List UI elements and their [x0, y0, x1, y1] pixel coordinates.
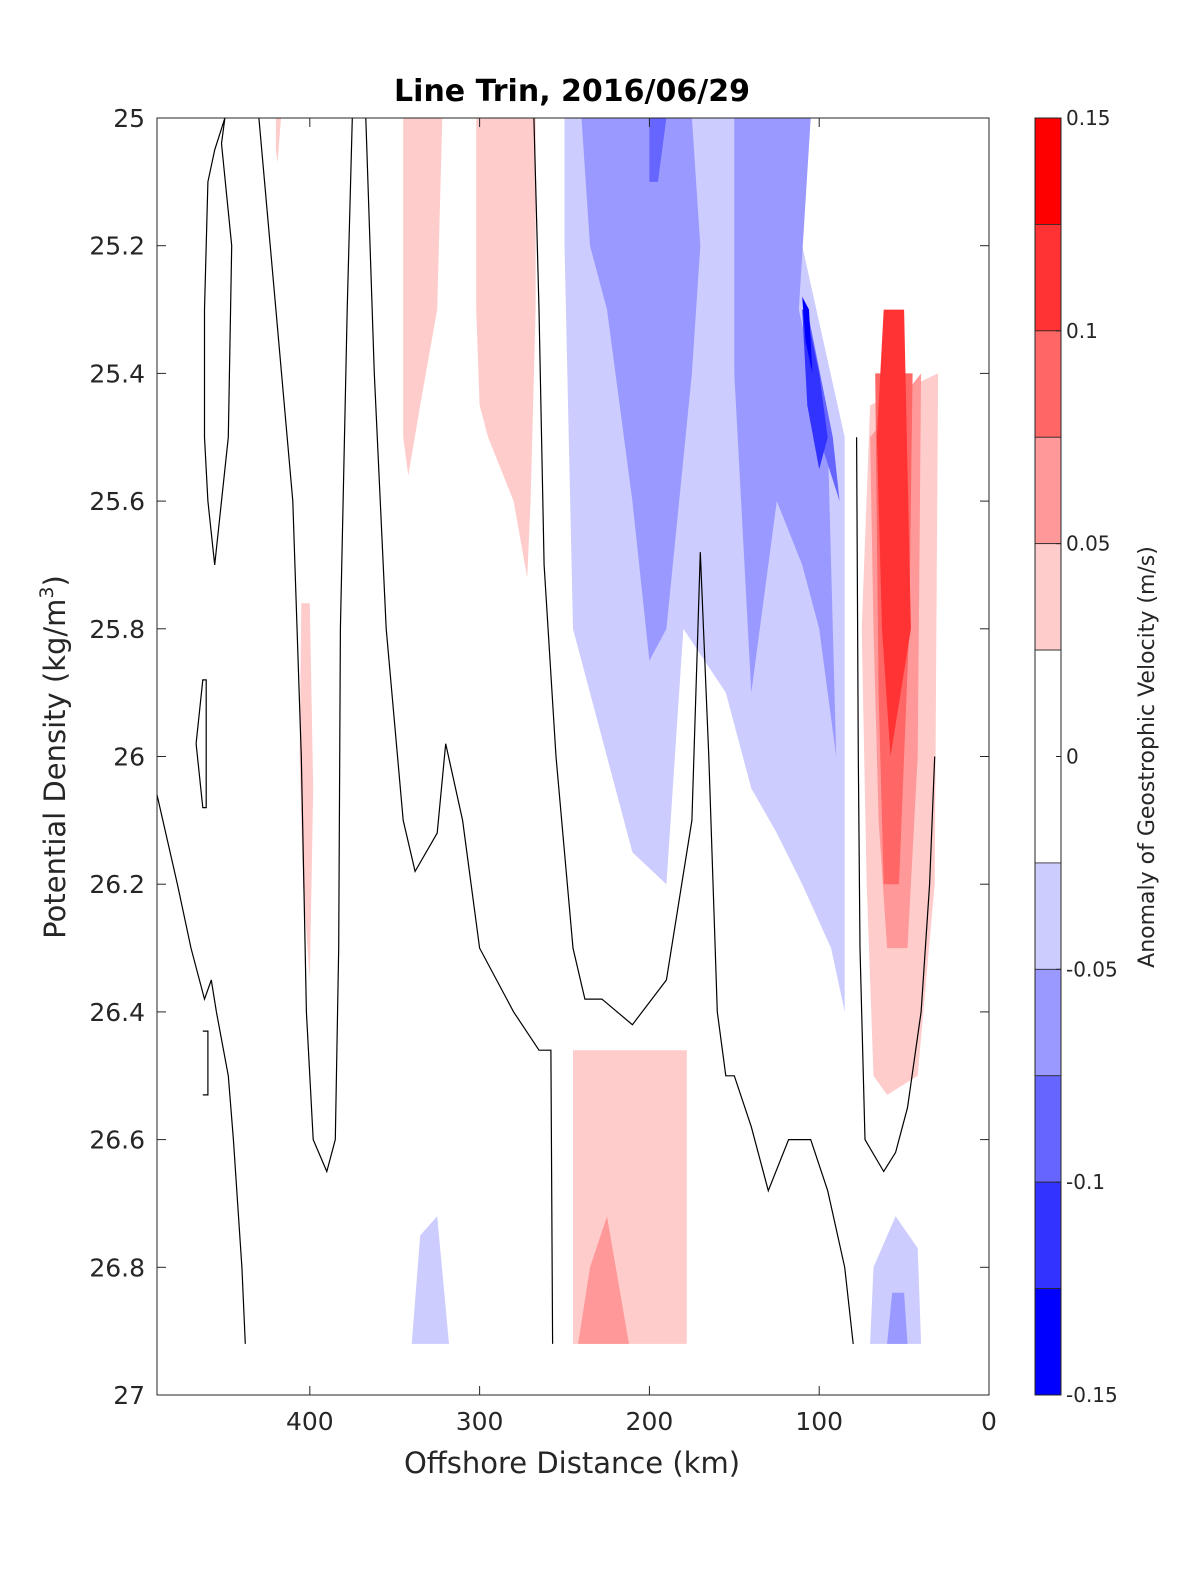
y-tick-label: 25.6 [89, 487, 145, 516]
x-axis: 400 300 200 100 0 [286, 118, 997, 1436]
colorbar-band [1034, 330, 1062, 438]
filled-contour-layer [275, 118, 939, 1344]
y-tick-label: 26.2 [89, 870, 145, 899]
filled-contour-region-0 [403, 118, 443, 476]
filled-contour-region-15 [887, 1292, 908, 1344]
x-tick-label: 300 [456, 1407, 504, 1436]
y-tick-label: 25.8 [89, 615, 145, 644]
colorbar-title: Anomaly of Geostrophic Velocity (m/s) [1135, 546, 1160, 968]
filled-contour-region-12 [870, 1216, 922, 1344]
colorbar-band [1034, 1075, 1062, 1183]
zero-contour-line-2 [202, 1030, 209, 1096]
zero-contour-line-3 [258, 118, 353, 1174]
zero-contour-line-6 [533, 118, 854, 1344]
y-tick-label: 25 [113, 104, 145, 133]
x-tick-label: 0 [981, 1407, 997, 1436]
y-tick-label: 26.6 [89, 1126, 145, 1155]
filled-contour-region-9 [876, 309, 911, 757]
colorbar-tick-label: 0.1 [1066, 319, 1098, 343]
zero-contour-line-0 [203, 118, 233, 565]
chart-title: Line Trin, 2016/06/29 [394, 74, 750, 109]
colorbar-band [1034, 1288, 1062, 1396]
y-axis-title-close: ) [38, 575, 72, 586]
zero-contour-layer [157, 118, 936, 1344]
colorbar-band [1034, 968, 1062, 1077]
colorbar-band [1034, 117, 1062, 225]
filled-contour-region-14 [734, 118, 837, 757]
y-axis-title-main: Potential Density (kg/m [38, 599, 72, 939]
x-tick-label: 200 [626, 1407, 674, 1436]
y-tick-label: 26.8 [89, 1253, 145, 1282]
y-axis-title: Potential Density (kg/m3) [36, 575, 72, 939]
zero-contour-line-7 [855, 437, 936, 1173]
zero-contour-line-4 [157, 794, 246, 1344]
colorbar-band [1034, 1181, 1062, 1289]
filled-contour-region-6 [578, 1216, 629, 1344]
plot-area: 400 300 200 100 0 25 25.2 25.4 25.6 25.8 26 26.2 26… [89, 104, 997, 1436]
y-axis-title-superscript: 3 [36, 586, 58, 598]
colorbar-band [1034, 224, 1062, 332]
filled-contour-region-19 [802, 296, 813, 374]
y-axis: 25 25.2 25.4 25.6 25.8 26 26.2 26.4 26.6 26.8 27 [89, 104, 989, 1410]
filled-contour-region-1 [476, 118, 536, 578]
x-axis-title: Offshore Distance (km) [404, 1446, 740, 1480]
colorbar-tick-label: -0.1 [1066, 1170, 1105, 1194]
filled-contour-region-16 [649, 118, 667, 182]
zero-contour-line-1 [195, 679, 207, 809]
colorbar-band [1034, 543, 1062, 651]
y-tick-label: 26 [113, 743, 145, 772]
y-tick-label: 26.4 [89, 998, 145, 1027]
colorbar: -0.15 -0.1 -0.05 0 0.05 0.1 0.15 Anomaly of Ge… [1034, 106, 1160, 1407]
x-tick-label: 400 [286, 1407, 334, 1436]
colorbar-tick-label: 0 [1066, 745, 1079, 769]
zero-contour-line-5 [365, 118, 554, 1344]
colorbar-band [1034, 436, 1062, 545]
y-tick-label: 25.4 [89, 359, 145, 388]
colorbar-tick-label: -0.15 [1066, 1383, 1118, 1407]
colorbar-tick-label: 0.15 [1066, 106, 1111, 130]
filled-contour-region-2 [275, 118, 281, 163]
filled-contour-region-3 [299, 603, 314, 980]
filled-contour-region-11 [411, 1216, 449, 1344]
colorbar-tick-label: 0.05 [1066, 532, 1111, 556]
y-tick-label: 27 [113, 1381, 145, 1410]
x-tick-label: 100 [795, 1407, 843, 1436]
colorbar-bands [1034, 117, 1062, 1396]
colorbar-band [1034, 862, 1062, 970]
y-tick-label: 25.2 [89, 232, 145, 261]
filled-contour-region-13 [581, 118, 701, 661]
colorbar-ticks: -0.15 -0.1 -0.05 0 0.05 0.1 0.15 [1056, 106, 1118, 1407]
colorbar-tick-label: -0.05 [1066, 957, 1118, 981]
